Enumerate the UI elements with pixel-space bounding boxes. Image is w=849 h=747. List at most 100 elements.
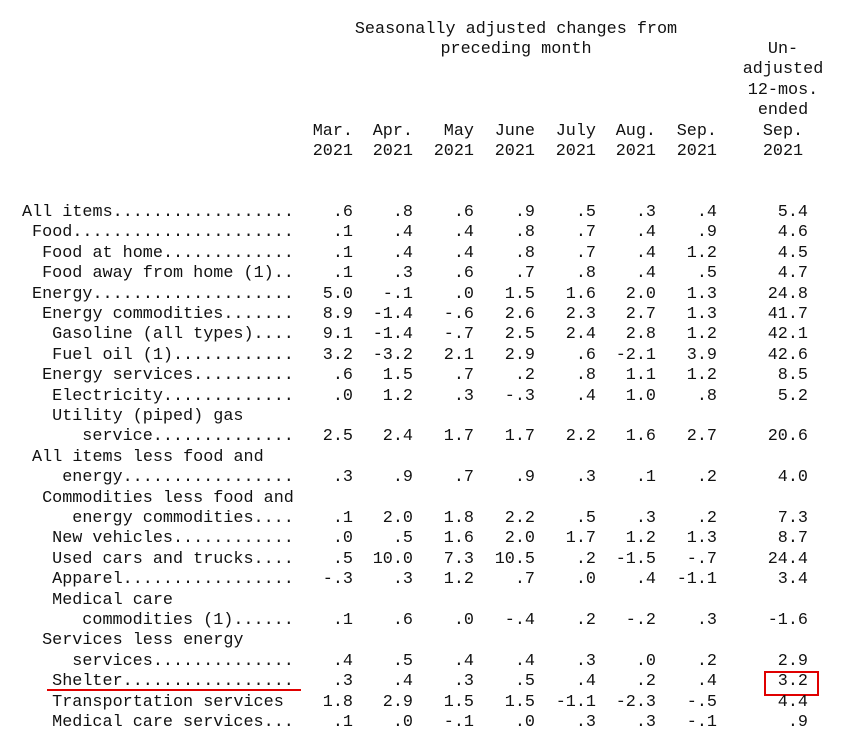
cell-value: 1.3 <box>686 284 717 304</box>
cell-value: .7 <box>575 223 596 243</box>
cell-value: .1 <box>332 611 353 630</box>
cell-value: .3 <box>635 203 656 222</box>
cell-value: .0 <box>635 651 656 671</box>
cell-value: .1 <box>332 243 353 263</box>
cell-value: .3 <box>332 672 353 692</box>
cell-value: -.1 <box>443 713 474 732</box>
cell-value: 2.5 <box>322 427 353 447</box>
cell-value: 2.4 <box>565 325 596 345</box>
cell-value: .3 <box>453 672 474 692</box>
cell-value: 2.8 <box>625 325 656 345</box>
row-label: service.............. <box>82 427 294 447</box>
column-header: ended <box>757 101 809 121</box>
column-header: Un- <box>767 40 799 59</box>
cell-value: .0 <box>514 713 535 732</box>
row-label: energy commodities.... <box>72 509 294 528</box>
cell-value: .9 <box>696 223 717 243</box>
cell-value: .4 <box>635 264 656 284</box>
cell-value: -.6 <box>443 305 474 324</box>
cell-value: 8.9 <box>322 305 353 324</box>
cell-value: -.3 <box>504 386 535 406</box>
cell-value: .8 <box>575 264 596 284</box>
cell-value: 9.1 <box>322 325 353 345</box>
cell-value: .0 <box>575 570 596 590</box>
cell-value: .7 <box>575 243 596 263</box>
cell-value: -.7 <box>686 549 717 569</box>
cell-value: 2.7 <box>686 427 717 447</box>
row-label: Services less energy <box>42 631 244 651</box>
cell-value: .0 <box>392 713 413 732</box>
cell-value: -1.1 <box>676 570 717 590</box>
column-header: Mar. <box>312 121 353 141</box>
cell-value: .4 <box>453 223 474 243</box>
row-label: Food away from home (1).. <box>42 264 294 284</box>
cell-value: .5 <box>575 509 596 528</box>
column-header: Sep. <box>676 121 717 141</box>
cell-value: 1.3 <box>686 529 717 549</box>
cell-value: .4 <box>635 570 656 590</box>
cell-value: 2.0 <box>504 529 535 549</box>
cell-value: .8 <box>514 223 535 243</box>
row-label: Medical care services... <box>52 713 294 732</box>
cell-value: .5 <box>514 672 535 692</box>
row-label: energy................. <box>62 468 294 488</box>
cell-value: .4 <box>453 651 474 671</box>
cell-value: 1.7 <box>443 427 474 447</box>
cell-value: .9 <box>514 203 535 222</box>
cell-value: .4 <box>575 386 596 406</box>
row-label: Apparel................. <box>52 570 294 590</box>
cell-value: 1.6 <box>565 284 596 304</box>
column-header: Sep. <box>762 121 804 141</box>
cell-value: 1.2 <box>382 386 413 406</box>
row-label: Shelter................. <box>52 672 294 692</box>
row-label: Transportation services <box>52 692 284 712</box>
cell-value: .1 <box>635 468 656 488</box>
cell-value: 3.2 <box>322 345 353 365</box>
cell-value: .2 <box>696 651 717 671</box>
cell-value: 1.2 <box>686 243 717 263</box>
cell-value: -.3 <box>322 570 353 590</box>
cell-value: 4.4 <box>777 692 808 712</box>
column-header: July <box>555 121 596 141</box>
cell-value: 1.5 <box>382 366 413 386</box>
row-label: services.............. <box>72 651 294 671</box>
cell-value: -1.5 <box>615 549 656 569</box>
cell-value: 5.0 <box>322 284 353 304</box>
cell-value: 8.5 <box>777 366 808 386</box>
cell-value: 1.8 <box>322 692 353 712</box>
cell-value: 20.6 <box>767 427 808 447</box>
cell-value: 24.8 <box>767 284 808 304</box>
cell-value: 7.3 <box>443 549 474 569</box>
cell-value: .8 <box>696 386 717 406</box>
group-header: preceding month <box>440 40 592 60</box>
row-label: Food at home............. <box>42 243 294 263</box>
cell-value: 1.7 <box>504 427 535 447</box>
row-label: Gasoline (all types).... <box>52 325 294 345</box>
cell-value: 1.6 <box>443 529 474 549</box>
cell-value: .4 <box>332 651 353 671</box>
cell-value: .9 <box>787 713 808 732</box>
cell-value: 2.0 <box>382 509 413 528</box>
row-label: Energy commodities....... <box>42 305 294 324</box>
cell-value: .1 <box>332 713 353 732</box>
cell-value: .4 <box>514 651 535 671</box>
highlight-box <box>764 671 819 696</box>
cell-value: .4 <box>392 672 413 692</box>
cell-value: 41.7 <box>767 305 808 324</box>
cell-value: 1.1 <box>625 366 656 386</box>
cell-value: .0 <box>332 529 353 549</box>
cell-value: 3.2 <box>777 672 808 692</box>
cell-value: .9 <box>514 468 535 488</box>
cell-value: 4.5 <box>777 243 808 263</box>
cell-value: 1.0 <box>625 386 656 406</box>
row-label: Food...................... <box>32 223 294 243</box>
cell-value: .3 <box>453 386 474 406</box>
cell-value: 2.4 <box>382 427 413 447</box>
cell-value: .4 <box>575 672 596 692</box>
cell-value: .2 <box>696 468 717 488</box>
cell-value: 4.6 <box>777 223 808 243</box>
row-label: Commodities less food and <box>42 488 294 508</box>
cell-value: .1 <box>332 264 353 284</box>
row-label: Energy services.......... <box>42 366 294 386</box>
cell-value: 1.7 <box>565 529 596 549</box>
